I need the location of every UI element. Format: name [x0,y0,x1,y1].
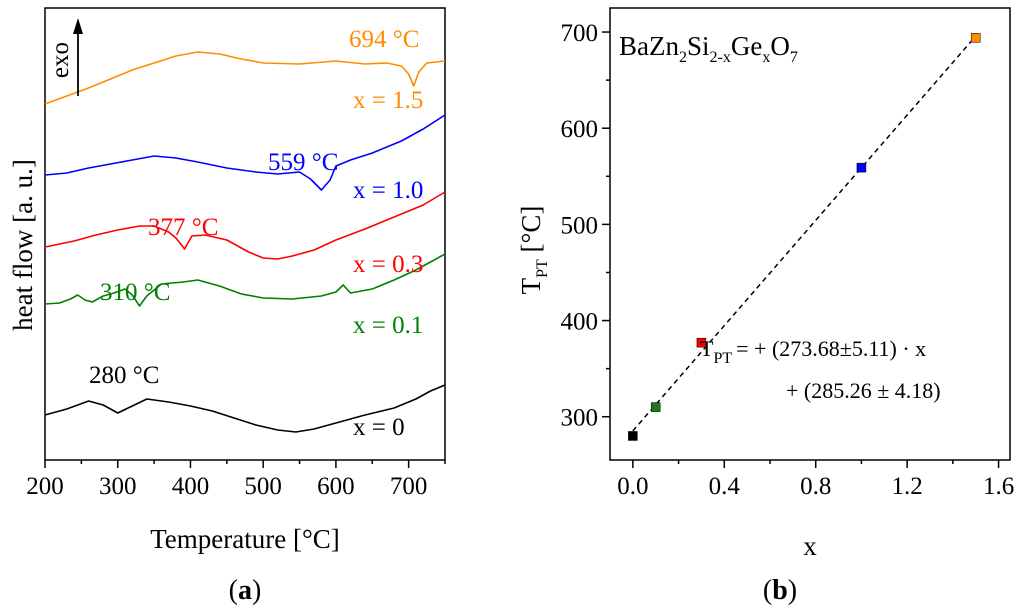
series-label-4: x = 1.5 [353,87,423,114]
panel-b-letter: b [772,575,788,606]
panel-a-series-labels: x = 0 280 °C x = 0.1 310 °C x = 0.3 377 °C x =… [89,26,423,441]
panel-b-scatter-chart: 0.0 0.4 0.8 1.2 1.6 300 400 500 600 700 BaZn2Si2… [516,7,1014,606]
transition-temp-label-0: 280 °C [89,362,159,389]
panel-a-label: (a) [229,575,262,606]
panel-b-y-axis-label: TPT [°C] [516,206,551,295]
transition-temp-label-3: 559 °C [268,149,338,176]
series-label-2: x = 0.3 [353,251,423,278]
exo-arrow-head [73,18,83,34]
transition-temp-label-4: 694 °C [349,26,419,53]
data-point-2 [696,337,707,348]
dsc-curve-4 [44,51,446,105]
panel-b-x-tick-label: 0.4 [709,473,741,500]
dsc-curve-2 [44,191,446,260]
panel-a-x-tick-label: 300 [99,473,137,500]
panel-b-x-tick-label: 1.2 [892,473,923,500]
data-point-0 [628,431,638,441]
panel-b-x-axis-label: x [803,531,817,561]
panel-a-y-axis-label: heat flow [a. u.] [8,159,38,331]
linear-fit-line [632,35,977,432]
panel-a-x-tick-label: 700 [390,473,428,500]
panel-a-x-ticks [44,460,446,468]
panel-a-x-tick-label: 400 [172,473,210,500]
panel-b-y-tick-label: 400 [561,309,599,336]
data-point-3 [856,162,867,173]
panel-a-x-tick-label: 500 [244,473,282,500]
fit-equation-line1: TPT = + (273.68±5.11) · x [700,336,926,367]
panel-a-x-tick-label: 600 [317,473,355,500]
dsc-curve-1 [44,253,446,307]
panel-b-points [628,33,981,441]
panel-b-y-ticks: 300 400 500 600 700 [561,20,610,432]
panel-a-x-tick-label: 200 [26,473,64,500]
panel-a-x-axis-label: Temperature [°C] [150,524,340,554]
panel-b-frame [609,7,1011,461]
panel-a-letter: a [238,575,252,606]
panel-b-label: (b) [763,575,797,606]
panel-b-y-tick-label: 700 [561,20,599,47]
panel-b-fit-line [632,35,977,432]
panel-b-title: BaZn2Si2-xGexO7 [619,31,798,66]
fit-equation-line2: + (285.26 ± 4.18) [786,378,941,403]
series-label-0: x = 0 [353,414,405,441]
transition-temp-label-1: 310 °C [100,279,170,306]
panel-a-x-tick-labels: 200 300 400 500 600 700 [26,473,427,500]
data-point-1 [650,402,661,412]
panel-b-y-tick-label: 300 [561,405,599,432]
panel-b-x-tick-label: 0.0 [617,473,648,500]
panel-a-frame [44,7,446,461]
panel-a-curves [44,51,446,433]
panel-b-y-tick-label: 500 [561,212,599,239]
series-label-1: x = 0.1 [353,312,423,339]
panel-b-x-tick-label: 1.6 [983,473,1014,500]
series-label-3: x = 1.0 [353,177,423,204]
exo-label: exo [47,42,74,78]
panel-b-x-tick-label: 0.8 [800,473,831,500]
panel-b-x-ticks: 0.0 0.4 0.8 1.2 1.6 [617,460,1014,500]
transition-temp-label-2: 377 °C [148,214,218,241]
dsc-curve-0 [44,384,446,433]
fit-equation-line1-text: = + (273.68±5.11) · x [736,336,926,361]
panel-b-y-tick-label: 600 [561,116,599,143]
panel-a-dsc-chart: 200 300 400 500 600 700 x = 0 280 °C x = 0.1 310… [8,7,446,606]
dsc-curve-3 [44,114,446,191]
data-point-4 [970,33,981,43]
